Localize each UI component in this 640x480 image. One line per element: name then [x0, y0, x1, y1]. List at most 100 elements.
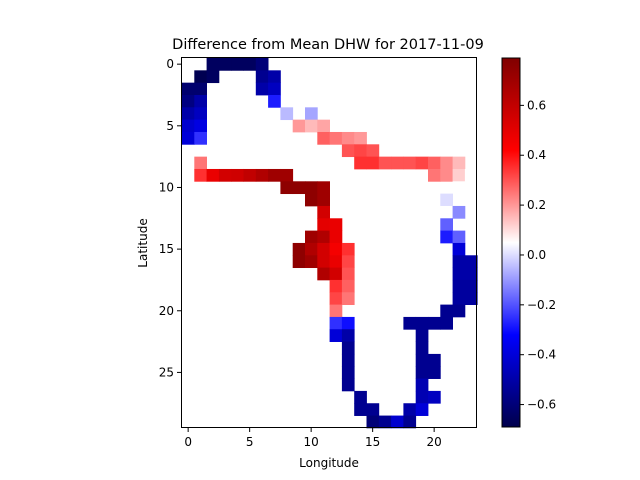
heatmap-cell: [452, 242, 466, 256]
heatmap-cell: [317, 205, 330, 219]
heatmap-cell: [329, 267, 343, 281]
heatmap-cell: [341, 341, 355, 355]
heatmap-cell: [194, 82, 207, 96]
heatmap-cell: [341, 378, 355, 392]
heatmap-cell: [305, 193, 318, 207]
heatmap-cell: [452, 205, 466, 219]
heatmap-cell: [231, 168, 244, 182]
heatmap-cell: [280, 107, 294, 121]
heatmap-cell: [194, 168, 207, 182]
heatmap-cell: [428, 353, 441, 367]
heatmap-cell: [366, 144, 380, 158]
heatmap-cell: [415, 378, 429, 392]
heatmap-cell: [329, 279, 343, 293]
y-tick-label: 20: [159, 304, 174, 318]
heatmap-cell: [280, 168, 294, 182]
heatmap-cell: [403, 316, 417, 330]
heatmap-cell: [194, 94, 207, 108]
heatmap-cell: [218, 168, 232, 182]
heatmap-cell: [440, 168, 453, 182]
heatmap-cell: [452, 156, 466, 170]
heatmap-cell: [255, 70, 269, 84]
colorbar-tick-label: 0.6: [527, 98, 546, 112]
heatmap-cell: [440, 193, 453, 207]
heatmap-cell: [329, 218, 343, 232]
plot-frame: [181, 57, 477, 428]
heatmap-cell: [415, 390, 429, 404]
heatmap-cell: [452, 279, 466, 293]
y-axis: 0 5 10 15 20 25: [159, 57, 181, 379]
heatmap-cell: [182, 119, 195, 133]
heatmap-cell: [317, 230, 330, 244]
heatmap-cell: [268, 168, 281, 182]
heatmap-cell: [317, 218, 330, 232]
heatmap-cell: [329, 316, 343, 330]
x-tick-label: 20: [427, 435, 442, 449]
heatmap-cell: [415, 316, 429, 330]
heatmap-cell: [341, 242, 355, 256]
heatmap-cell: [341, 255, 355, 269]
heatmap-cell: [329, 304, 343, 318]
x-tick-label: 0: [184, 435, 192, 449]
heatmap-cell: [255, 82, 269, 96]
heatmap-cell: [341, 267, 355, 281]
heatmap-cell: [255, 168, 269, 182]
heatmap-cell: [317, 119, 330, 133]
y-tick-label: 25: [159, 365, 174, 379]
x-tick-label: 5: [246, 435, 254, 449]
heatmap-cell: [317, 181, 330, 195]
heatmap-cell: [194, 70, 207, 84]
heatmap-cell: [464, 292, 478, 305]
heatmap-cell: [268, 82, 281, 96]
chart-title: Difference from Mean DHW for 2017-11-09: [172, 37, 484, 53]
heatmap-cell: [268, 70, 281, 84]
heatmap-cell: [415, 366, 429, 379]
heatmap-cell: [243, 168, 257, 182]
heatmap-cell: [305, 181, 318, 195]
heatmap-cell: [182, 107, 195, 121]
heatmap-cell: [317, 267, 330, 281]
heatmap-cell: [464, 267, 478, 281]
heatmap-cell: [317, 255, 330, 269]
heatmap-cell: [292, 119, 306, 133]
heatmap-cell: [305, 230, 318, 244]
heatmap-cell: [341, 292, 355, 305]
heatmap-cell: [403, 403, 417, 416]
heatmap-cell: [464, 279, 478, 293]
x-tick-label: 10: [304, 435, 319, 449]
heatmap-cell: [206, 58, 220, 71]
x-axis-label: Longitude: [299, 456, 359, 470]
heatmap-cell: [341, 366, 355, 379]
heatmap-cell: [428, 366, 441, 379]
heatmap-cell: [194, 131, 207, 145]
heatmap-cell: [428, 168, 441, 182]
heatmap-cell: [305, 119, 318, 133]
heatmap-cell: [317, 193, 330, 207]
heatmap-cell: [218, 58, 232, 71]
heatmap-cell: [440, 230, 453, 244]
heatmap-cell: [329, 242, 343, 256]
heatmap-cell: [428, 390, 441, 404]
heatmap-cell: [452, 255, 466, 269]
heatmap-cell: [292, 181, 306, 195]
x-tick-label: 15: [365, 435, 380, 449]
heatmap-cell: [305, 255, 318, 269]
y-tick-label: 0: [166, 57, 174, 71]
colorbar-tick-label: 0.2: [527, 198, 546, 212]
y-axis-label: Latitude: [136, 218, 150, 267]
heatmap-cell: [329, 329, 343, 342]
heatmap-cell: [341, 279, 355, 293]
colorbar-tick-label: −0.4: [527, 348, 556, 362]
heatmap-cell: [292, 255, 306, 269]
y-tick-label: 10: [159, 180, 174, 194]
heatmap-cell: [452, 181, 466, 195]
heatmap-cell: [292, 242, 306, 256]
colorbar-tick-label: 0.0: [527, 248, 546, 262]
heatmap-cell: [391, 415, 404, 429]
heatmap-cell: [415, 353, 429, 367]
heatmap-cell: [280, 181, 294, 195]
heatmap-cell: [194, 119, 207, 133]
heatmap-cell: [464, 168, 478, 182]
heatmap-cell: [440, 218, 453, 232]
